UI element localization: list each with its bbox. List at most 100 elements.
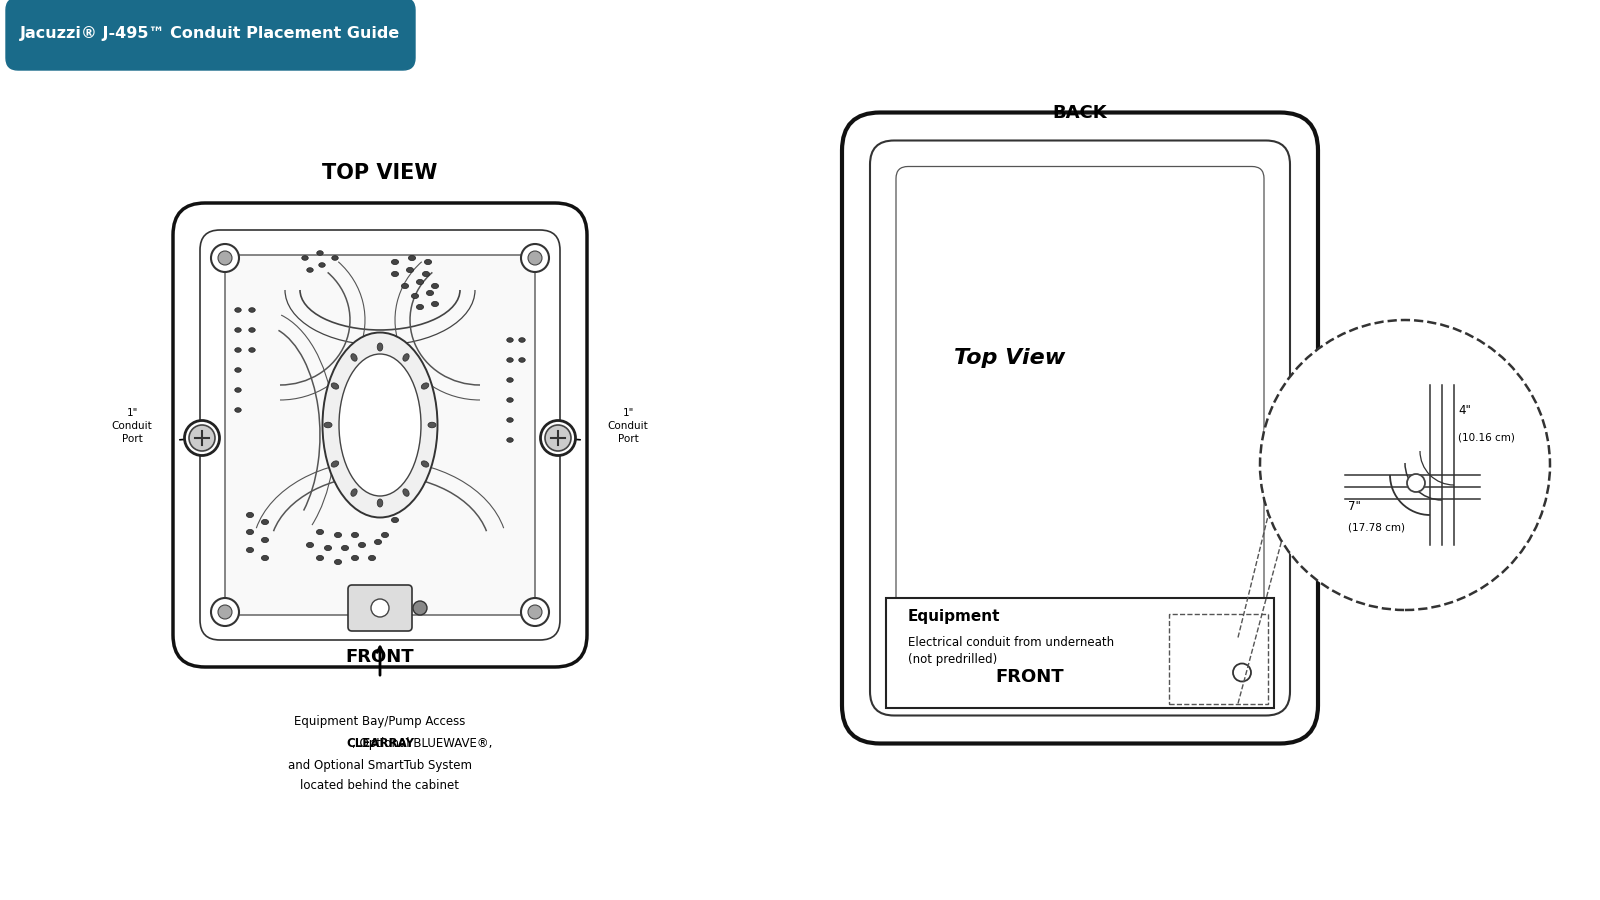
FancyBboxPatch shape: [6, 0, 414, 70]
Text: 7": 7": [1347, 500, 1362, 514]
Text: Equipment Bay/Pump Access: Equipment Bay/Pump Access: [294, 715, 466, 728]
Ellipse shape: [350, 354, 357, 361]
Ellipse shape: [507, 378, 514, 382]
Text: Electrical conduit from underneath
(not predrilled): Electrical conduit from underneath (not …: [909, 635, 1114, 666]
Text: and Optional SmartTub System: and Optional SmartTub System: [288, 759, 472, 772]
Text: Equipment: Equipment: [909, 609, 1000, 625]
Ellipse shape: [406, 267, 413, 273]
Ellipse shape: [307, 543, 314, 547]
Ellipse shape: [248, 328, 256, 332]
Ellipse shape: [403, 354, 410, 361]
Ellipse shape: [518, 338, 525, 342]
Ellipse shape: [368, 555, 376, 561]
Ellipse shape: [432, 284, 438, 289]
Ellipse shape: [261, 537, 269, 543]
Ellipse shape: [426, 291, 434, 295]
Text: (10.16 cm): (10.16 cm): [1458, 433, 1515, 443]
Text: FRONT: FRONT: [995, 669, 1064, 687]
Circle shape: [218, 251, 232, 265]
Text: (17.78 cm): (17.78 cm): [1347, 522, 1405, 532]
Text: Top View: Top View: [954, 348, 1066, 368]
Ellipse shape: [429, 422, 435, 427]
Ellipse shape: [352, 533, 358, 537]
Ellipse shape: [302, 256, 309, 260]
Ellipse shape: [307, 267, 314, 273]
Ellipse shape: [317, 555, 323, 561]
Ellipse shape: [392, 272, 398, 276]
Bar: [886, 598, 1274, 707]
Ellipse shape: [331, 382, 339, 389]
Ellipse shape: [392, 259, 398, 265]
Text: FRONT: FRONT: [346, 648, 414, 666]
Ellipse shape: [402, 284, 408, 289]
Ellipse shape: [331, 461, 339, 467]
Ellipse shape: [325, 545, 331, 551]
Ellipse shape: [507, 338, 514, 342]
Text: BACK: BACK: [1053, 104, 1107, 122]
Ellipse shape: [411, 293, 419, 299]
FancyBboxPatch shape: [226, 255, 534, 615]
Circle shape: [528, 605, 542, 619]
Circle shape: [522, 244, 549, 272]
Circle shape: [184, 420, 219, 455]
Ellipse shape: [317, 251, 323, 256]
Ellipse shape: [378, 499, 382, 507]
Ellipse shape: [235, 408, 242, 412]
Text: , Optional BLUEWAVE®,: , Optional BLUEWAVE®,: [352, 737, 493, 750]
Ellipse shape: [403, 489, 410, 496]
Ellipse shape: [248, 308, 256, 312]
Text: CLEARRAY: CLEARRAY: [346, 737, 414, 750]
Text: Jacuzzi® J-495™ Conduit Placement Guide: Jacuzzi® J-495™ Conduit Placement Guide: [19, 26, 400, 41]
Ellipse shape: [331, 256, 338, 260]
Ellipse shape: [318, 263, 325, 267]
Ellipse shape: [235, 347, 242, 352]
Ellipse shape: [416, 279, 424, 284]
Circle shape: [218, 605, 232, 619]
Text: located behind the cabinet: located behind the cabinet: [301, 779, 459, 792]
Text: 1"
Conduit
Port: 1" Conduit Port: [608, 409, 648, 444]
Circle shape: [546, 425, 571, 451]
FancyBboxPatch shape: [347, 585, 411, 631]
FancyBboxPatch shape: [173, 203, 587, 667]
Ellipse shape: [246, 547, 254, 553]
Ellipse shape: [323, 332, 437, 518]
Circle shape: [528, 251, 542, 265]
Circle shape: [1261, 320, 1550, 610]
Ellipse shape: [334, 533, 342, 537]
Circle shape: [541, 420, 576, 455]
Ellipse shape: [235, 368, 242, 373]
Circle shape: [211, 244, 238, 272]
Ellipse shape: [341, 545, 349, 551]
Ellipse shape: [507, 437, 514, 442]
Ellipse shape: [246, 512, 254, 517]
Ellipse shape: [416, 304, 424, 310]
FancyBboxPatch shape: [842, 112, 1318, 743]
Circle shape: [371, 599, 389, 617]
Ellipse shape: [421, 461, 429, 467]
Ellipse shape: [507, 357, 514, 363]
Bar: [1170, 614, 1267, 704]
Circle shape: [1406, 474, 1426, 492]
Text: TOP VIEW: TOP VIEW: [322, 163, 438, 183]
Ellipse shape: [323, 422, 333, 427]
Ellipse shape: [507, 398, 514, 402]
Ellipse shape: [507, 418, 514, 422]
Ellipse shape: [317, 529, 323, 535]
Ellipse shape: [422, 272, 429, 276]
Circle shape: [413, 601, 427, 615]
Ellipse shape: [350, 489, 357, 496]
Ellipse shape: [334, 560, 342, 564]
Ellipse shape: [235, 328, 242, 332]
Ellipse shape: [424, 259, 432, 265]
Ellipse shape: [358, 543, 365, 547]
Ellipse shape: [339, 354, 421, 496]
Text: 1"
Conduit
Port: 1" Conduit Port: [112, 409, 152, 444]
Circle shape: [522, 598, 549, 626]
Text: 4": 4": [1458, 404, 1470, 417]
Ellipse shape: [235, 308, 242, 312]
Circle shape: [189, 425, 214, 451]
Circle shape: [211, 598, 238, 626]
Ellipse shape: [518, 357, 525, 363]
Ellipse shape: [246, 529, 254, 535]
Ellipse shape: [374, 539, 382, 544]
